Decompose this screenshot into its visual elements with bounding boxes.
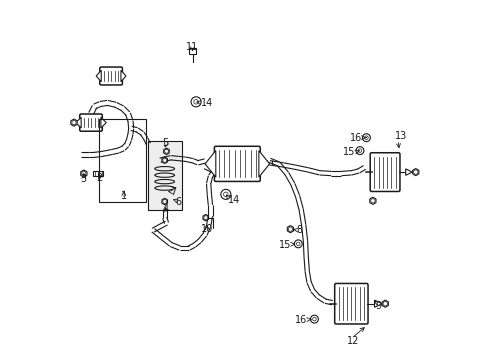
Text: 5: 5: [162, 139, 168, 148]
Text: 11: 11: [186, 42, 198, 52]
Polygon shape: [374, 300, 382, 307]
Text: 15: 15: [342, 147, 354, 157]
Polygon shape: [121, 70, 126, 82]
Text: 2: 2: [96, 173, 102, 183]
Text: 13: 13: [394, 131, 407, 141]
Polygon shape: [412, 168, 418, 176]
Polygon shape: [204, 150, 215, 177]
FancyBboxPatch shape: [214, 146, 260, 181]
Polygon shape: [101, 117, 106, 128]
Circle shape: [355, 147, 363, 154]
Polygon shape: [369, 197, 375, 204]
Polygon shape: [76, 117, 81, 128]
Text: 12: 12: [346, 336, 358, 346]
Text: 8: 8: [296, 225, 303, 235]
Text: 16: 16: [294, 315, 306, 325]
Polygon shape: [381, 300, 387, 307]
FancyBboxPatch shape: [100, 67, 122, 85]
FancyBboxPatch shape: [369, 153, 399, 192]
Polygon shape: [203, 215, 208, 221]
Polygon shape: [71, 119, 77, 126]
Polygon shape: [287, 226, 293, 233]
Text: 10: 10: [201, 225, 213, 234]
Polygon shape: [162, 157, 167, 163]
Circle shape: [191, 97, 201, 107]
Text: 4: 4: [162, 204, 168, 215]
Polygon shape: [258, 150, 269, 177]
Text: 3: 3: [81, 174, 87, 184]
Bar: [99, 119, 145, 202]
Text: 7: 7: [170, 187, 176, 197]
Polygon shape: [96, 70, 101, 82]
Text: 16: 16: [349, 133, 362, 143]
Circle shape: [310, 315, 318, 323]
Bar: [93, 171, 103, 176]
Circle shape: [221, 189, 230, 199]
FancyBboxPatch shape: [80, 114, 102, 131]
FancyBboxPatch shape: [334, 283, 367, 324]
Polygon shape: [163, 148, 169, 154]
Polygon shape: [188, 48, 196, 54]
Bar: [147, 140, 182, 211]
Polygon shape: [405, 169, 411, 175]
Text: 1: 1: [121, 191, 127, 201]
Polygon shape: [162, 198, 167, 205]
Text: 14: 14: [228, 195, 240, 205]
Text: 15: 15: [278, 239, 290, 249]
Text: 6: 6: [175, 197, 181, 207]
Text: 9: 9: [374, 301, 381, 311]
Polygon shape: [81, 170, 87, 177]
Circle shape: [362, 134, 369, 141]
Text: 14: 14: [201, 98, 213, 108]
Circle shape: [294, 240, 302, 248]
